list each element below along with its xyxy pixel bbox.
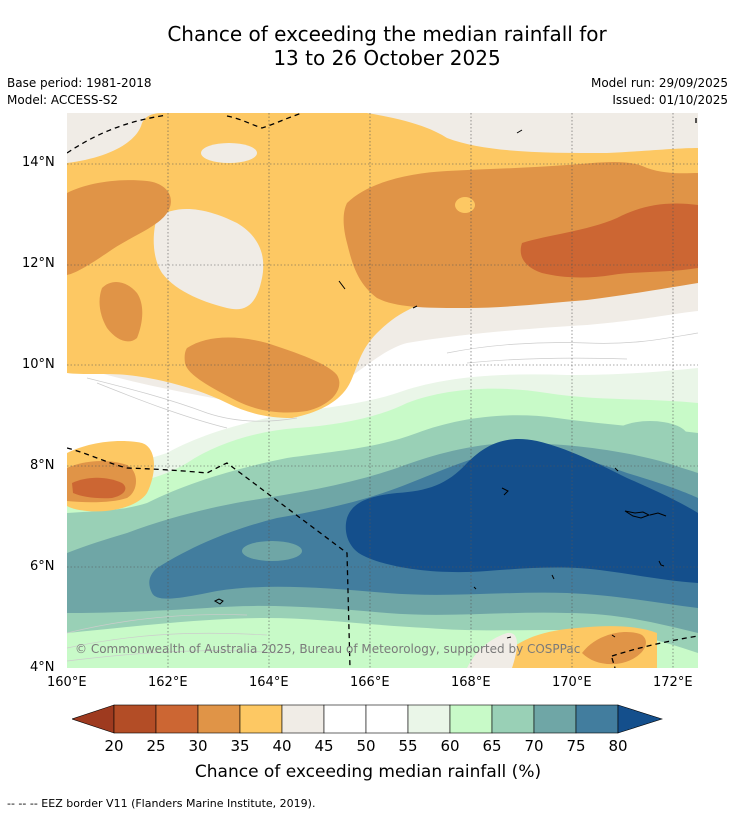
colorbar-label-60: 60 <box>440 737 460 755</box>
region-25-30-sw <box>72 477 126 499</box>
colorbar-title: Chance of exceeding median rainfall (%) <box>194 762 542 782</box>
colorbar-label-45: 45 <box>314 737 334 755</box>
lon-label-166e: 166°E <box>350 675 390 690</box>
region-40-45-top2 <box>367 113 698 148</box>
map-title-line2: 13 to 26 October 2025 <box>273 46 501 70</box>
issued-date: Issued: 01/10/2025 <box>612 93 728 107</box>
region-30-35-small <box>99 281 143 342</box>
islands <box>213 129 667 639</box>
colorbar-swatch-70-75 <box>533 704 577 734</box>
colorbar-label-20: 20 <box>104 737 124 755</box>
colorbar-swatch-60-65 <box>449 704 493 734</box>
colorbar-swatch-30-35 <box>197 704 241 734</box>
colorbar <box>72 704 663 734</box>
region-30-35-west <box>67 180 171 275</box>
map-title-line1: Chance of exceeding the median rainfall … <box>167 22 607 46</box>
rainfall-map: © Commonwealth of Australia 2025, Bureau… <box>67 113 698 668</box>
model-name: Model: ACCESS-S2 <box>7 93 119 107</box>
lat-label-8n: 8°N <box>30 458 55 473</box>
lon-label-172e: 172°E <box>653 675 693 690</box>
colorbar-swatch-20-25 <box>113 704 157 734</box>
colorbar-swatch-50-55 <box>365 704 409 734</box>
region-65-70-east <box>612 421 688 453</box>
colorbar-below-triangle <box>72 704 115 734</box>
region-30-35-south <box>184 337 340 413</box>
region-above-80 <box>345 439 698 583</box>
colorbar-swatch-40-45 <box>281 704 325 734</box>
lon-label-162e: 162°E <box>148 675 188 690</box>
colorbar-label-50: 50 <box>356 737 376 755</box>
region-40-45-island <box>201 143 257 163</box>
colorbar-label-35: 35 <box>230 737 250 755</box>
colorbar-label-75: 75 <box>566 737 586 755</box>
region-40-45-top <box>67 113 142 163</box>
colorbar-label-65: 65 <box>482 737 502 755</box>
contour-lines <box>67 332 698 662</box>
model-run: Model run: 29/09/2025 <box>590 76 728 90</box>
lon-label-170e: 170°E <box>552 675 592 690</box>
lat-label-6n: 6°N <box>30 559 55 574</box>
colorbar-label-80: 80 <box>608 737 628 755</box>
lat-label-12n: 12°N <box>22 256 55 271</box>
region-70-75-hole <box>242 541 302 561</box>
region-40-45-cutout <box>153 208 264 310</box>
colorbar-swatch-55-60 <box>407 704 451 734</box>
lon-label-160e: 160°E <box>47 675 87 690</box>
base-period: Base period: 1981-2018 <box>7 76 152 90</box>
lat-label-14n: 14°N <box>22 155 55 170</box>
eez-border <box>67 113 698 668</box>
copyright-text: © Commonwealth of Australia 2025, Bureau… <box>75 642 580 656</box>
eez-footnote: -- -- -- EEZ border V11 (Flanders Marine… <box>7 797 316 810</box>
colorbar-swatch-35-40 <box>239 704 283 734</box>
colorbar-label-25: 25 <box>146 737 166 755</box>
colorbar-label-40: 40 <box>272 737 292 755</box>
region-30-35-se <box>582 632 646 665</box>
region-40-45-se <box>467 632 517 668</box>
colorbar-above-triangle <box>617 704 663 734</box>
lat-label-4n: 4°N <box>30 660 55 675</box>
colorbar-swatch-25-30 <box>155 704 199 734</box>
region-35-40-pocket <box>455 197 475 213</box>
graticule <box>67 113 698 668</box>
colorbar-label-30: 30 <box>188 737 208 755</box>
colorbar-swatch-75-80 <box>575 704 619 734</box>
lon-label-168e: 168°E <box>451 675 491 690</box>
colorbar-swatch-65-70 <box>491 704 535 734</box>
colorbar-label-55: 55 <box>398 737 418 755</box>
lat-label-10n: 10°N <box>22 357 55 372</box>
colorbar-swatch-45-50 <box>323 704 367 734</box>
colorbar-label-70: 70 <box>524 737 544 755</box>
region-25-30-east <box>520 203 698 278</box>
lon-label-164e: 164°E <box>249 675 289 690</box>
